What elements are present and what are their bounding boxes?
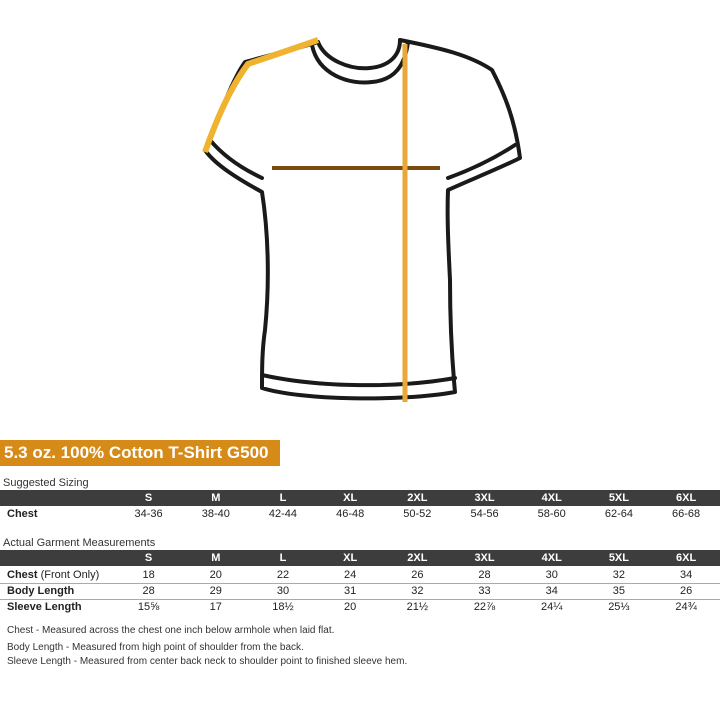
- size-header: L: [279, 492, 287, 504]
- size-header: XL: [343, 552, 358, 564]
- size-header: 6XL: [676, 552, 697, 564]
- size-header: M: [211, 552, 221, 564]
- suggested-sizing-label: Suggested Sizing: [3, 477, 89, 489]
- shoulder-measure-line: [202, 37, 320, 153]
- note-body-length: Body Length - Measured from high point o…: [7, 642, 304, 653]
- collar: [310, 38, 410, 85]
- size-header: S: [144, 552, 153, 564]
- sleeve-hem-right: [446, 143, 517, 180]
- size-header: 5XL: [608, 552, 629, 564]
- table-row: Body Length 28 29 30 31 32 33 34 35 26: [0, 583, 720, 600]
- suggested-header-row: S M L XL 2XL 3XL 4XL 5XL 6XL: [0, 490, 720, 506]
- size-header: 3XL: [474, 492, 495, 504]
- size-header: 4XL: [541, 492, 562, 504]
- product-title: 5.3 oz. 100% Cotton T-Shirt G500: [0, 440, 280, 466]
- size-header: S: [144, 492, 153, 504]
- shirt-outline: [203, 38, 522, 401]
- tshirt-illustration: [202, 37, 522, 402]
- size-header: 2XL: [407, 492, 428, 504]
- table-row: Sleeve Length 15⅝ 17 18½ 20 21½ 22⅞ 24¼ …: [7, 601, 697, 613]
- note-sleeve-length: Sleeve Length - Measured from center bac…: [7, 656, 408, 667]
- size-header: XL: [343, 492, 358, 504]
- actual-header-row: S M L XL 2XL 3XL 4XL 5XL 6XL: [0, 550, 720, 566]
- size-header: 3XL: [474, 552, 495, 564]
- bottom-hem: [260, 373, 457, 388]
- sleeve-hem-left: [208, 138, 264, 180]
- size-header: 5XL: [608, 492, 629, 504]
- table-row: Chest (Front Only) 18 20 22 24 26 28 30 …: [0, 567, 720, 584]
- note-chest: Chest - Measured across the chest one in…: [7, 625, 335, 636]
- size-header: M: [211, 492, 221, 504]
- size-header: L: [279, 552, 287, 564]
- actual-measurements-label: Actual Garment Measurements: [3, 537, 156, 549]
- size-header: 2XL: [407, 552, 428, 564]
- size-header: 6XL: [676, 492, 697, 504]
- size-header: 4XL: [541, 552, 562, 564]
- table-row: Chest 34-36 38-40 42-44 46-48 50-52 54-5…: [7, 508, 701, 520]
